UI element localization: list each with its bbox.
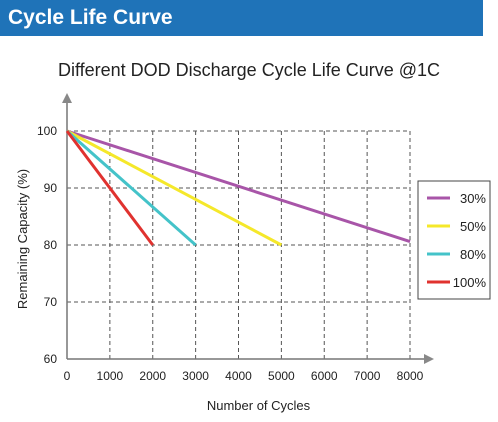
y-tick-label: 90 [44,181,58,195]
chart-title: Different DOD Discharge Cycle Life Curve… [57,60,441,80]
x-tick-label: 2000 [139,369,166,383]
y-tick-label: 70 [44,295,58,309]
x-tick-label: 8000 [397,369,424,383]
x-tick-label: 0 [64,369,71,383]
x-tick-label: 7000 [354,369,381,383]
chart-series-lines [65,129,411,247]
legend-label: 30% [460,191,486,206]
series-line [66,129,411,244]
y-tick-label: 80 [44,238,58,252]
legend-label: 50% [460,219,486,234]
y-tick-label: 60 [44,352,58,366]
x-axis-label: Number of Cycles [207,398,311,413]
chart-grid [67,130,411,359]
section-header-title: Cycle Life Curve [8,6,173,29]
y-tick-label: 100 [37,124,57,138]
section-header: Cycle Life Curve [0,0,483,36]
legend-label: 100% [453,275,487,290]
series-line [66,129,283,247]
x-tick-label: 4000 [225,369,252,383]
chart-axes [62,93,434,364]
x-tick-label: 3000 [182,369,209,383]
x-tick-label: 5000 [268,369,295,383]
series-line [65,130,154,246]
x-tick-label: 1000 [97,369,124,383]
legend-label: 80% [460,247,486,262]
y-axis-arrow [62,93,72,103]
x-axis-arrow [424,354,434,364]
series-line [66,129,197,247]
y-axis-label: Remaining Capacity (%) [15,169,30,309]
x-tick-label: 6000 [311,369,338,383]
legend-box [417,180,491,300]
chart-legend: 30% 50% 80% 100% [417,180,491,300]
